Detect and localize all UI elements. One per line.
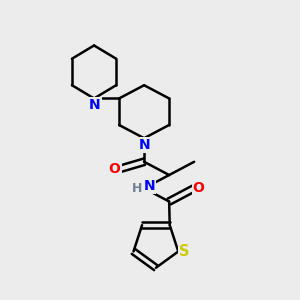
Text: H: H bbox=[132, 182, 142, 195]
Text: N: N bbox=[89, 98, 101, 112]
Text: S: S bbox=[179, 244, 189, 259]
Text: O: O bbox=[109, 162, 121, 176]
Text: N: N bbox=[139, 138, 151, 152]
Text: O: O bbox=[193, 181, 205, 195]
Text: N: N bbox=[144, 179, 155, 193]
